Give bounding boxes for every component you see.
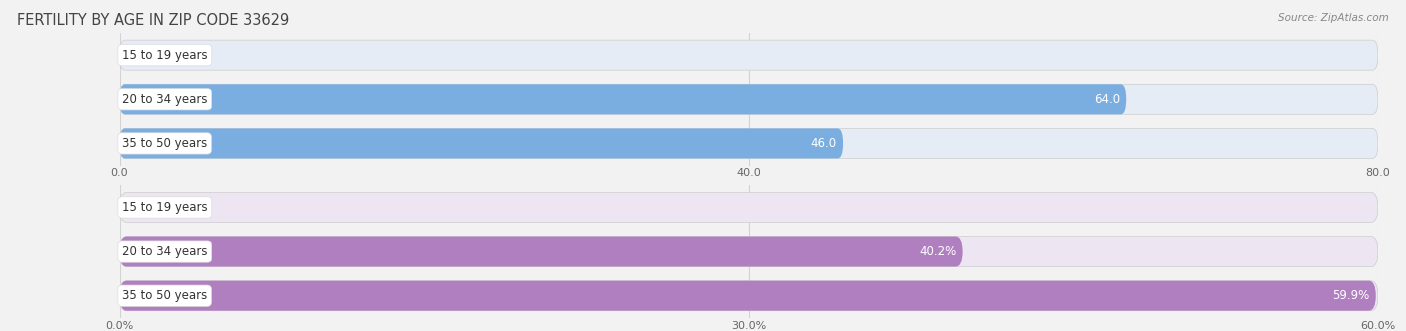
Text: 20 to 34 years: 20 to 34 years bbox=[122, 93, 208, 106]
Text: 0.0: 0.0 bbox=[145, 49, 163, 62]
FancyBboxPatch shape bbox=[120, 84, 1126, 114]
Text: 15 to 19 years: 15 to 19 years bbox=[122, 201, 208, 214]
Text: 35 to 50 years: 35 to 50 years bbox=[122, 289, 207, 302]
FancyBboxPatch shape bbox=[120, 237, 1378, 266]
FancyBboxPatch shape bbox=[120, 128, 844, 159]
Text: 15 to 19 years: 15 to 19 years bbox=[122, 49, 208, 62]
Text: 59.9%: 59.9% bbox=[1333, 289, 1369, 302]
FancyBboxPatch shape bbox=[120, 281, 1376, 311]
FancyBboxPatch shape bbox=[120, 237, 963, 266]
Text: 40.2%: 40.2% bbox=[920, 245, 956, 258]
Text: 46.0: 46.0 bbox=[811, 137, 837, 150]
FancyBboxPatch shape bbox=[120, 84, 1378, 114]
Text: 64.0: 64.0 bbox=[1094, 93, 1121, 106]
Text: FERTILITY BY AGE IN ZIP CODE 33629: FERTILITY BY AGE IN ZIP CODE 33629 bbox=[17, 13, 290, 28]
Text: 0.0%: 0.0% bbox=[145, 201, 174, 214]
Text: Source: ZipAtlas.com: Source: ZipAtlas.com bbox=[1278, 13, 1389, 23]
FancyBboxPatch shape bbox=[120, 281, 1378, 311]
FancyBboxPatch shape bbox=[120, 192, 1378, 222]
FancyBboxPatch shape bbox=[120, 128, 1378, 159]
Text: 20 to 34 years: 20 to 34 years bbox=[122, 245, 208, 258]
Text: 35 to 50 years: 35 to 50 years bbox=[122, 137, 207, 150]
FancyBboxPatch shape bbox=[120, 40, 1378, 70]
